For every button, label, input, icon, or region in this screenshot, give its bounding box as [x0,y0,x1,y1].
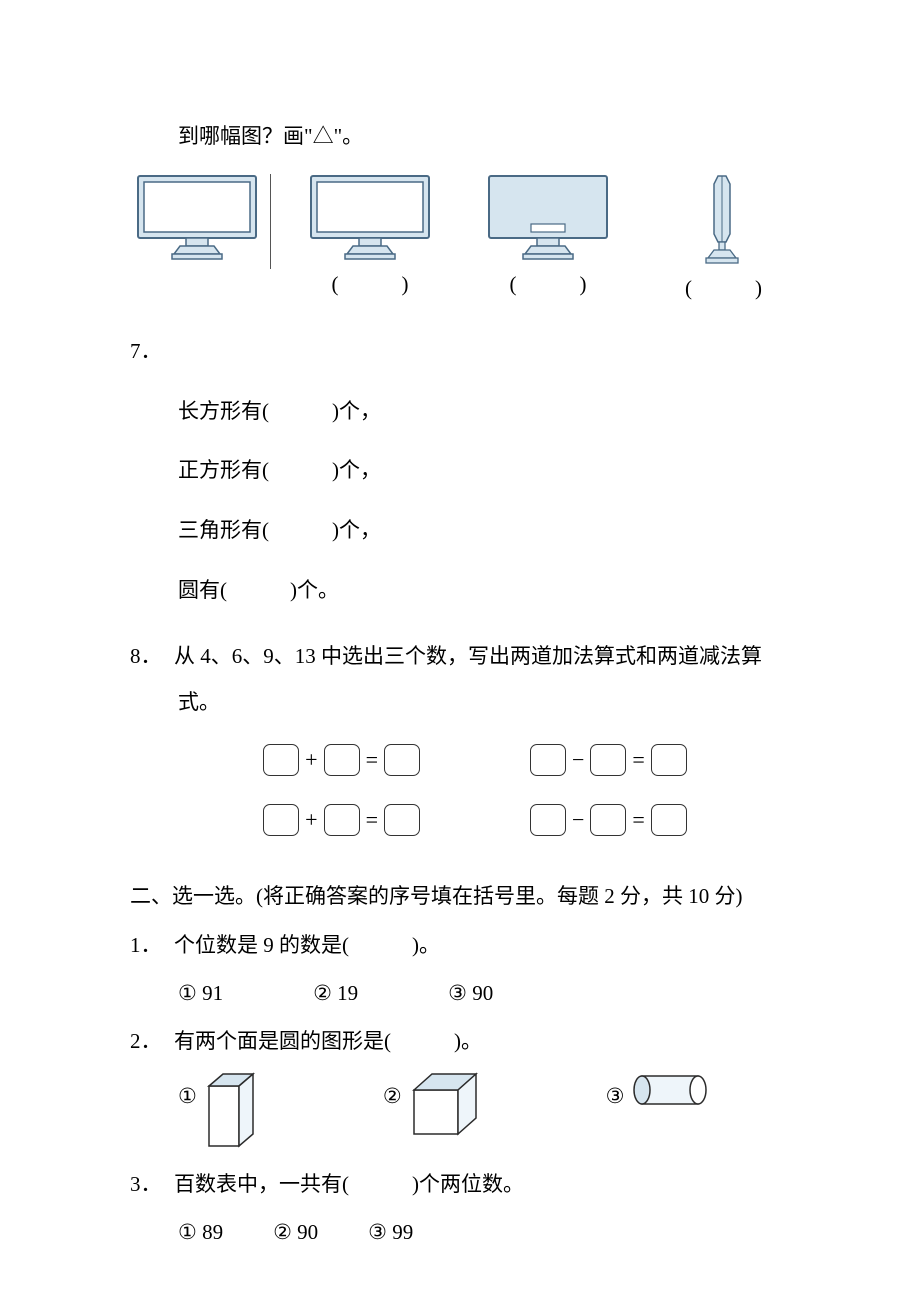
cuboid-icon [205,1072,263,1150]
blank-box [590,804,626,836]
equals-sign: = [366,736,378,784]
q6-prompt-tail: 到哪幅图？画"△"。 [130,120,790,154]
eq-add-1: + = [263,736,420,784]
s2-q1-opt-a: ① 91 [178,969,223,1017]
s2-q2-opt-b: ② [383,1072,486,1138]
cube-icon [410,1072,486,1138]
s2-q1-opt-c: ③ 90 [448,969,493,1017]
plus-sign: + [305,796,317,844]
vertical-separator [270,174,271,269]
tv-reference [130,174,264,262]
eq-sub-1: − = [530,736,687,784]
minus-sign: − [572,796,584,844]
q7-rect-line: 长方形有( )个， [178,395,790,429]
blank-box [384,744,420,776]
s2-q3-number: 3． [130,1160,174,1208]
q8-text2: 式。 [130,679,790,725]
circled-3: ③ [606,1072,625,1120]
blank-box [651,744,687,776]
answer-blank: ( ) [685,272,762,306]
q6-figure-row: ( ) ( ) ( ) [130,174,790,306]
s2-q3-options: ① 89 ② 90 ③ 99 [130,1208,790,1256]
s2-q3-text: 百数表中，一共有( )个两位数。 [174,1172,524,1196]
s2-q2-opt-c: ③ [606,1072,711,1120]
q8: 8．从 4、6、9、13 中选出三个数，写出两道加法算式和两道减法算 式。 + … [130,633,790,844]
blank-box [263,744,299,776]
circled-1: ① [178,1072,197,1120]
equals-sign: = [632,736,644,784]
q7-number: 7． [130,335,790,369]
s2-q1: 1．个位数是 9 的数是( )。 [130,921,790,969]
q7-square-line: 正方形有( )个， [178,454,790,488]
section-2: 二、选一选。(将正确答案的序号填在括号里。每题 2 分，共 10 分) 1．个位… [130,872,790,1256]
q7-tri-line: 三角形有( )个， [178,514,790,548]
eq-add-2: + = [263,796,420,844]
blank-box [651,804,687,836]
equals-sign: = [366,796,378,844]
s2-q3-opt-b: ② 90 [273,1208,318,1256]
s2-q1-options: ① 91 ② 19 ③ 90 [130,969,790,1017]
s2-q2-opt-a: ① [178,1072,263,1150]
s2-q1-opt-b: ② 19 [313,969,358,1017]
s2-q2-options: ① ② ③ [130,1072,790,1150]
blank-box [324,744,360,776]
blank-box [530,804,566,836]
blank-box [530,744,566,776]
eq-row-2: + = − = [263,796,687,844]
blank-box [324,804,360,836]
s2-q3-opt-c: ③ 99 [368,1208,413,1256]
blank-box [384,804,420,836]
blank-box [590,744,626,776]
plus-sign: + [305,736,317,784]
tv-option-2: ( ) [487,174,609,302]
q7: 7． 长方形有( )个， 正方形有( )个， 三角形有( )个， 圆有( )个。 [130,335,790,607]
circled-2: ② [383,1072,402,1120]
tv-side-icon [694,174,754,266]
q8-line1: 8．从 4、6、9、13 中选出三个数，写出两道加法算式和两道减法算 [130,633,790,679]
q8-number: 8． [130,633,174,679]
cylinder-icon [632,1072,710,1108]
q8-text1: 从 4、6、9、13 中选出三个数，写出两道加法算式和两道减法算 [174,644,762,668]
eq-row-1: + = − = [263,736,687,784]
q7-lines: 长方形有( )个， 正方形有( )个， 三角形有( )个， 圆有( )个。 [130,395,790,607]
section-2-heading: 二、选一选。(将正确答案的序号填在括号里。每题 2 分，共 10 分) [130,872,790,920]
tv-back-icon [487,174,609,262]
s2-q2-text: 有两个面是圆的图形是( )。 [174,1029,482,1053]
q8-equations: + = − = + = [130,736,790,845]
equals-sign: = [632,796,644,844]
tv-option-3: ( ) [685,174,762,306]
s2-q2: 2．有两个面是圆的图形是( )。 [130,1017,790,1065]
answer-blank: ( ) [510,268,587,302]
s2-q2-number: 2． [130,1017,174,1065]
worksheet-page: 到哪幅图？画"△"。 ( ) [0,0,920,1316]
tv-front-icon [309,174,431,262]
s2-q3: 3．百数表中，一共有( )个两位数。 [130,1160,790,1208]
tv-option-1: ( ) [309,174,431,302]
eq-sub-2: − = [530,796,687,844]
q7-circle-line: 圆有( )个。 [178,574,790,608]
answer-blank: ( ) [332,268,409,302]
blank-box [263,804,299,836]
s2-q1-text: 个位数是 9 的数是( )。 [174,933,440,957]
minus-sign: − [572,736,584,784]
s2-q3-opt-a: ① 89 [178,1208,223,1256]
s2-q1-number: 1． [130,921,174,969]
tv-front-icon [136,174,258,262]
